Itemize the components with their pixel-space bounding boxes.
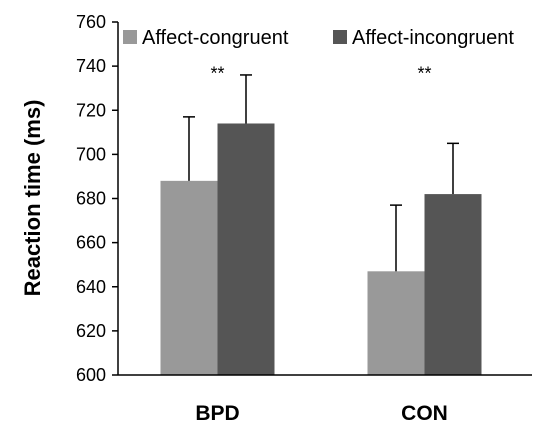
significance-bpd: **: [210, 63, 224, 83]
y-axis-title: Reaction time (ms): [20, 100, 45, 297]
bars: [160, 123, 482, 375]
y-tick-label-720: 720: [76, 100, 106, 120]
bar-con-0: [367, 271, 425, 375]
bar-bpd-1: [217, 123, 275, 375]
x-axis-labels: BPD CON: [195, 402, 448, 425]
significance-annotations: ** **: [210, 63, 431, 83]
legend: Affect-congruent Affect-incongruent: [123, 27, 514, 49]
error-bars: [183, 74, 459, 272]
x-tick-label-con: CON: [401, 402, 448, 425]
legend-swatch-affect-incongruent: [333, 30, 347, 44]
significance-con: **: [417, 63, 431, 83]
y-tick-label-620: 620: [76, 321, 106, 341]
legend-label-affect-incongruent: Affect-incongruent: [352, 27, 514, 49]
y-tick-label-680: 680: [76, 189, 106, 209]
bar-bpd-0: [160, 180, 218, 375]
y-tick-label-640: 640: [76, 277, 106, 297]
bar-con-1: [424, 194, 482, 375]
y-tick-label-600: 600: [76, 365, 106, 385]
y-axis-ticks: 600 620 640 660 680 700 720 740 760: [76, 12, 118, 385]
legend-swatch-affect-congruent: [123, 30, 137, 44]
y-tick-label-740: 740: [76, 56, 106, 76]
y-tick-label-660: 660: [76, 233, 106, 253]
legend-label-affect-congruent: Affect-congruent: [142, 27, 289, 49]
y-tick-label-700: 700: [76, 144, 106, 164]
x-tick-label-bpd: BPD: [195, 402, 239, 425]
y-tick-label-760: 760: [76, 12, 106, 32]
